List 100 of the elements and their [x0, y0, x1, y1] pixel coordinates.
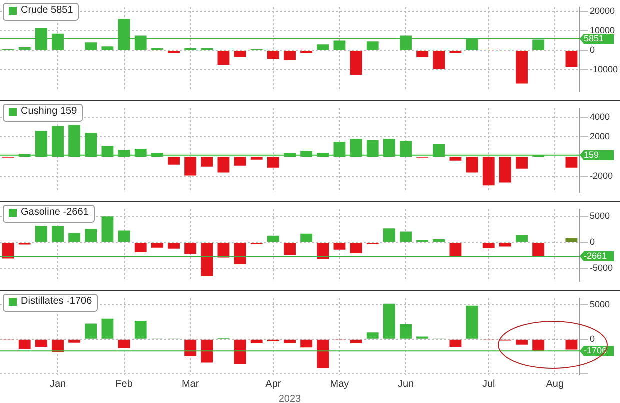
x-tick-label: Aug [546, 378, 564, 390]
y-tick-label: 0 [590, 44, 596, 55]
bar [516, 235, 528, 242]
y-tick-label: 0 [590, 237, 596, 248]
bar [466, 156, 478, 173]
bar [52, 340, 64, 352]
bar [52, 226, 64, 242]
bar [102, 216, 114, 242]
bar [134, 320, 147, 339]
legend-label: Crude 5851 [21, 5, 74, 17]
bar [566, 238, 578, 242]
bar [566, 156, 578, 168]
y-tick-label: -10000 [590, 64, 618, 75]
bar [433, 50, 446, 70]
bar [234, 243, 246, 264]
bar [366, 332, 379, 339]
bar [218, 156, 230, 173]
x-tick-label: Apr [266, 378, 282, 390]
ref-line-label: -2661 [584, 250, 608, 261]
bar [284, 50, 296, 60]
bar [532, 340, 545, 352]
bar [168, 243, 180, 249]
bar [35, 226, 48, 242]
legend-label: Gasoline -2661 [21, 207, 89, 219]
bar [482, 243, 495, 248]
bar [201, 156, 214, 167]
bar [68, 340, 81, 343]
x-tick-label: Jul [482, 378, 496, 390]
legend-label: Cushing 159 [21, 106, 78, 118]
x-tick-label: Mar [182, 378, 200, 390]
bar [482, 156, 495, 186]
bar [35, 340, 48, 347]
bar [102, 318, 114, 339]
x-tick-label: May [330, 378, 350, 390]
bar [18, 340, 31, 350]
bar [300, 234, 313, 242]
bar [184, 243, 197, 254]
bar [317, 44, 330, 50]
bar [284, 243, 296, 256]
x-tick-label: Feb [116, 378, 134, 390]
bar [532, 243, 545, 258]
bar [416, 50, 429, 58]
bar [68, 233, 81, 242]
bar [218, 243, 230, 258]
bar [151, 243, 164, 248]
bar [383, 304, 396, 339]
bar [118, 340, 130, 348]
bar [85, 324, 98, 339]
bar [516, 340, 528, 345]
bar [450, 243, 462, 257]
bar [267, 156, 280, 168]
bar [218, 50, 230, 66]
y-tick-label: 0 [590, 334, 596, 344]
bar [566, 50, 578, 68]
x-tick-label: Jun [398, 378, 414, 390]
bar [366, 42, 379, 50]
bar [2, 243, 14, 259]
bar [134, 243, 147, 253]
bar [400, 232, 412, 242]
bar [250, 340, 263, 344]
bar [433, 240, 446, 242]
bar [184, 156, 197, 176]
bar [85, 42, 98, 50]
bar [516, 156, 528, 169]
y-tick-label: 2000 [590, 132, 610, 142]
ref-line-label: 159 [584, 150, 600, 160]
bar [499, 156, 512, 183]
y-tick-label: -2000 [590, 171, 614, 182]
bar [168, 156, 180, 165]
x-axis-title: 2023 [278, 394, 302, 403]
bar [267, 236, 280, 242]
bar [566, 340, 578, 350]
ref-line-label: 5851 [584, 34, 604, 44]
bar [400, 324, 412, 339]
bar [350, 340, 362, 344]
bar [168, 50, 180, 54]
y-tick-label: -5000 [590, 263, 614, 274]
bar [184, 340, 197, 357]
bar [499, 243, 512, 247]
y-tick-label: 5000 [590, 211, 610, 222]
bar [300, 50, 313, 54]
bar [317, 340, 330, 368]
bar [85, 229, 98, 242]
bar [267, 50, 280, 60]
bar [450, 156, 462, 161]
bar [201, 340, 214, 363]
y-tick-label: 20000 [590, 6, 616, 16]
bar [516, 50, 528, 84]
bar [350, 243, 362, 254]
bar [350, 50, 362, 75]
bar [317, 243, 330, 260]
bar [450, 50, 462, 54]
bar [450, 340, 462, 347]
y-tick-label: 5000 [590, 300, 610, 310]
bar [250, 156, 263, 160]
bar [284, 340, 296, 344]
bar [102, 46, 114, 50]
bar [383, 228, 396, 242]
bar [201, 243, 214, 276]
bar [118, 230, 130, 242]
